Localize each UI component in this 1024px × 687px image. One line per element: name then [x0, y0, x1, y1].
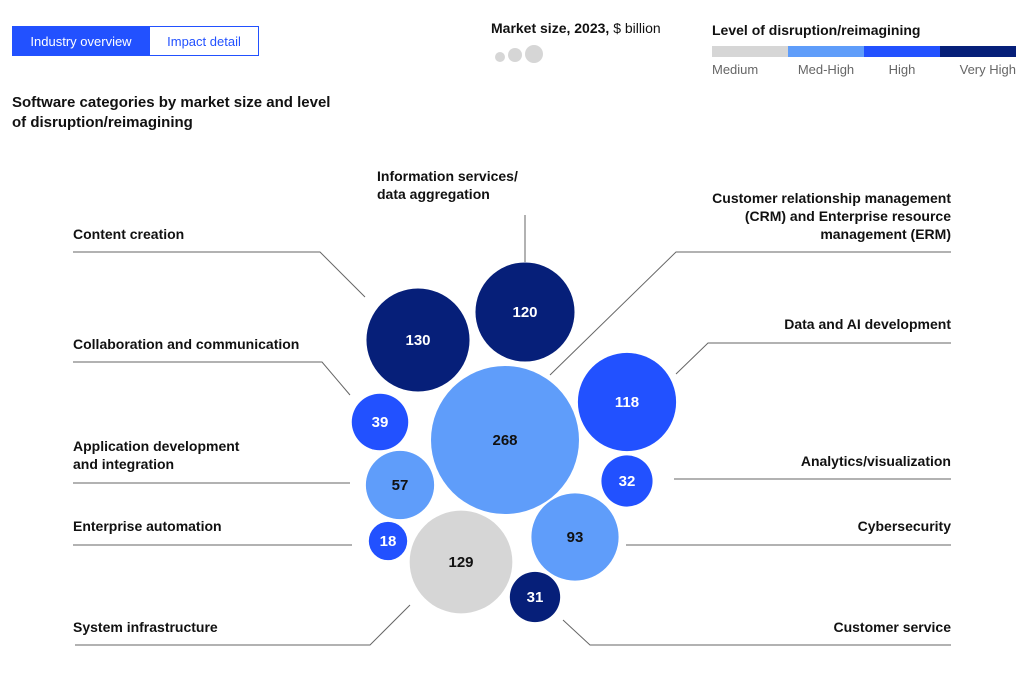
- tab[interactable]: Impact detail: [149, 26, 259, 56]
- value-label: 130: [405, 332, 430, 349]
- bubble: [431, 366, 579, 514]
- value-label: 39: [372, 414, 389, 431]
- chart-title: Software categories by market size and l…: [12, 94, 331, 131]
- category-label: Content creation: [73, 226, 185, 242]
- value-label: 120: [512, 304, 537, 321]
- size-legend-unit: $ billion: [613, 20, 661, 36]
- leader-line: [562, 619, 951, 646]
- category-label: Information services/ data aggregation: [377, 168, 518, 202]
- color-legend-swatch: [788, 46, 864, 57]
- category-label: Analytics/visualization: [800, 453, 951, 469]
- size-legend-dot: [525, 45, 543, 63]
- category-label: Cybersecurity: [857, 518, 951, 534]
- value-label: 57: [392, 477, 409, 494]
- color-legend-swatch: [940, 46, 1016, 57]
- value-label: 268: [492, 432, 517, 449]
- category-label: Enterprise automation: [73, 518, 222, 534]
- bubble: [531, 493, 619, 581]
- bubble: [475, 262, 575, 362]
- color-legend-swatch: [712, 46, 788, 57]
- category-label: Collaboration and communication: [73, 336, 300, 352]
- leader-line: [73, 361, 351, 396]
- size-legend: Market size, 2023, $ billion: [491, 19, 661, 37]
- value-label: 93: [567, 529, 584, 546]
- bubble: [409, 510, 513, 614]
- color-legend-label: High: [889, 62, 916, 77]
- bubble: [509, 571, 561, 623]
- value-label: 18: [380, 533, 397, 550]
- color-legend-label: Very High: [960, 62, 1016, 77]
- value-label: 118: [615, 394, 639, 411]
- bubble: [368, 521, 408, 561]
- category-label: Data and AI development: [784, 316, 951, 332]
- bubble: [365, 450, 435, 520]
- value-label: 31: [527, 589, 544, 606]
- value-label: 129: [448, 554, 473, 571]
- color-legend-title: Level of disruption/reimagining: [712, 22, 921, 38]
- category-label: System infrastructure: [73, 619, 218, 635]
- category-label: Application development and integration: [73, 438, 240, 472]
- category-label: Customer service: [833, 619, 951, 635]
- size-legend-title: Market size, 2023,: [491, 20, 610, 36]
- leader-line: [73, 251, 366, 298]
- bubble: [577, 352, 677, 452]
- tab[interactable]: Industry overview: [12, 26, 150, 56]
- color-legend-label: Medium: [712, 62, 758, 77]
- color-legend-label: Med-High: [798, 62, 854, 77]
- bubble: [351, 393, 409, 451]
- leader-line: [549, 251, 951, 376]
- bubble: [601, 455, 653, 507]
- size-legend-dot: [495, 52, 505, 62]
- category-label: Customer relationship management (CRM) a…: [712, 190, 951, 242]
- value-label: 32: [619, 473, 636, 490]
- size-legend-dot: [508, 48, 522, 62]
- leader-line: [75, 604, 411, 646]
- leader-line: [675, 342, 951, 375]
- bubble: [366, 288, 470, 392]
- color-legend-swatch: [864, 46, 940, 57]
